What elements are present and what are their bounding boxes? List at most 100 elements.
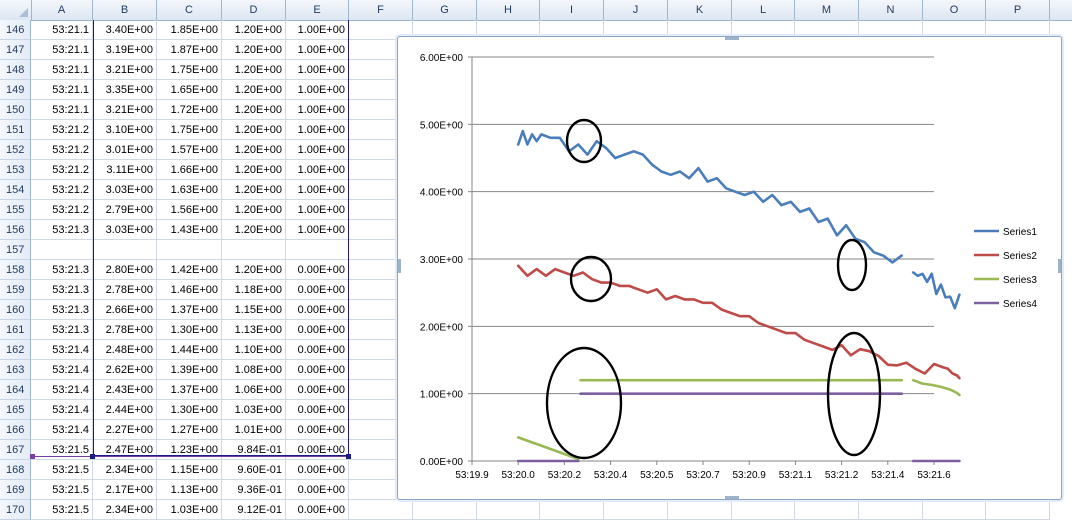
cell-k170[interactable]: [668, 500, 732, 520]
chart-object[interactable]: 0.00E+00 1.00E+00 2.00E+00 3.00E+00 4.00E+00…: [397, 36, 1062, 500]
cell-a160[interactable]: 53:21.3: [31, 300, 93, 320]
column-header-h[interactable]: H: [477, 0, 540, 20]
cell-d162[interactable]: 1.10E+00: [222, 340, 286, 360]
cell-a164[interactable]: 53:21.4: [31, 380, 93, 400]
cell-c153[interactable]: 1.66E+00: [157, 160, 222, 180]
cell-a157[interactable]: [31, 240, 93, 260]
cell-a153[interactable]: 53:21.2: [31, 160, 93, 180]
row-header[interactable]: 168: [0, 460, 31, 480]
cell-b156[interactable]: 3.03E+00: [93, 220, 157, 240]
chart-right-grip[interactable]: [1058, 259, 1061, 273]
cell-c154[interactable]: 1.63E+00: [157, 180, 222, 200]
line-chart[interactable]: 0.00E+00 1.00E+00 2.00E+00 3.00E+00 4.00E+00…: [398, 37, 1061, 499]
cell-e160[interactable]: 0.00E+00: [286, 300, 349, 320]
cell-d166[interactable]: 1.01E+00: [222, 420, 286, 440]
cell-b168[interactable]: 2.34E+00: [93, 460, 157, 480]
cell-e167[interactable]: 0.00E+00: [286, 440, 349, 460]
cell-d152[interactable]: 1.20E+00: [222, 140, 286, 160]
column-header-n[interactable]: N: [859, 0, 923, 20]
cell-b165[interactable]: 2.44E+00: [93, 400, 157, 420]
cell-d157[interactable]: [222, 240, 286, 260]
column-header-o[interactable]: O: [923, 0, 986, 20]
cell-a168[interactable]: 53:21.5: [31, 460, 93, 480]
cell-c160[interactable]: 1.37E+00: [157, 300, 222, 320]
cell-g170[interactable]: [413, 500, 477, 520]
cell-d170[interactable]: 9.12E-01: [222, 500, 286, 520]
cell-o170[interactable]: [923, 500, 986, 520]
column-header-b[interactable]: B: [93, 0, 157, 20]
cell-c170[interactable]: 1.03E+00: [157, 500, 222, 520]
row-header[interactable]: 167: [0, 440, 31, 460]
cell-c159[interactable]: 1.46E+00: [157, 280, 222, 300]
series-line-series1[interactable]: [516, 129, 617, 160]
cell-p170[interactable]: [986, 500, 1050, 520]
row-header[interactable]: 147: [0, 40, 31, 60]
row-header[interactable]: 153: [0, 160, 31, 180]
cell-b151[interactable]: 3.10E+00: [93, 120, 157, 140]
row-header[interactable]: 158: [0, 260, 31, 280]
column-header-g[interactable]: G: [413, 0, 477, 20]
cell-e170[interactable]: 0.00E+00: [286, 500, 349, 520]
cell-b160[interactable]: 2.66E+00: [93, 300, 157, 320]
column-header-j[interactable]: J: [604, 0, 668, 20]
cell-a155[interactable]: 53:21.2: [31, 200, 93, 220]
column-header-m[interactable]: M: [795, 0, 859, 20]
cell-b170[interactable]: 2.34E+00: [93, 500, 157, 520]
row-header[interactable]: 159: [0, 280, 31, 300]
cell-c150[interactable]: 1.72E+00: [157, 100, 222, 120]
row-header[interactable]: 165: [0, 400, 31, 420]
cell-d151[interactable]: 1.20E+00: [222, 120, 286, 140]
cell-b153[interactable]: 3.11E+00: [93, 160, 157, 180]
cell-b163[interactable]: 2.62E+00: [93, 360, 157, 380]
cell-e154[interactable]: 1.00E+00: [286, 180, 349, 200]
cell-d158[interactable]: 1.20E+00: [222, 260, 286, 280]
cell-d169[interactable]: 9.36E-01: [222, 480, 286, 500]
row-header[interactable]: 170: [0, 500, 31, 520]
cell-c161[interactable]: 1.30E+00: [157, 320, 222, 340]
cell-c162[interactable]: 1.44E+00: [157, 340, 222, 360]
row-header[interactable]: 148: [0, 60, 31, 80]
cell-a156[interactable]: 53:21.3: [31, 220, 93, 240]
cell-e161[interactable]: 0.00E+00: [286, 320, 349, 340]
cell-j170[interactable]: [604, 500, 668, 520]
cell-d164[interactable]: 1.06E+00: [222, 380, 286, 400]
cell-a161[interactable]: 53:21.3: [31, 320, 93, 340]
cell-d156[interactable]: 1.20E+00: [222, 220, 286, 240]
cell-f146[interactable]: [349, 20, 413, 40]
cell-e153[interactable]: 1.00E+00: [286, 160, 349, 180]
cell-b157[interactable]: [93, 240, 157, 260]
cell-a146[interactable]: 53:21.1: [31, 20, 93, 40]
chart-top-grip[interactable]: [725, 37, 739, 40]
column-header-k[interactable]: K: [668, 0, 732, 20]
cell-e168[interactable]: 0.00E+00: [286, 460, 349, 480]
cell-d168[interactable]: 9.60E-01: [222, 460, 286, 480]
cell-c152[interactable]: 1.57E+00: [157, 140, 222, 160]
cell-a149[interactable]: 53:21.1: [31, 80, 93, 100]
cell-d160[interactable]: 1.15E+00: [222, 300, 286, 320]
cell-b169[interactable]: 2.17E+00: [93, 480, 157, 500]
chart-bottom-grip[interactable]: [725, 496, 739, 499]
cell-c169[interactable]: 1.13E+00: [157, 480, 222, 500]
cell-e146[interactable]: 1.00E+00: [286, 20, 349, 40]
cell-d154[interactable]: 1.20E+00: [222, 180, 286, 200]
cell-e158[interactable]: 0.00E+00: [286, 260, 349, 280]
cell-h170[interactable]: [477, 500, 540, 520]
series-line-series3[interactable]: [911, 378, 961, 397]
cell-e162[interactable]: 0.00E+00: [286, 340, 349, 360]
cell-a147[interactable]: 53:21.1: [31, 40, 93, 60]
cell-d148[interactable]: 1.20E+00: [222, 60, 286, 80]
cell-c147[interactable]: 1.87E+00: [157, 40, 222, 60]
column-header-f[interactable]: F: [349, 0, 413, 20]
cell-a152[interactable]: 53:21.2: [31, 140, 93, 160]
cell-c156[interactable]: 1.43E+00: [157, 220, 222, 240]
cell-b150[interactable]: 3.21E+00: [93, 100, 157, 120]
selection-handle-right[interactable]: [346, 454, 351, 459]
cell-d161[interactable]: 1.13E+00: [222, 320, 286, 340]
row-header[interactable]: 155: [0, 200, 31, 220]
cell-a151[interactable]: 53:21.2: [31, 120, 93, 140]
cell-b162[interactable]: 2.48E+00: [93, 340, 157, 360]
row-header[interactable]: 154: [0, 180, 31, 200]
cell-i170[interactable]: [540, 500, 604, 520]
cell-b166[interactable]: 2.27E+00: [93, 420, 157, 440]
cell-a165[interactable]: 53:21.4: [31, 400, 93, 420]
